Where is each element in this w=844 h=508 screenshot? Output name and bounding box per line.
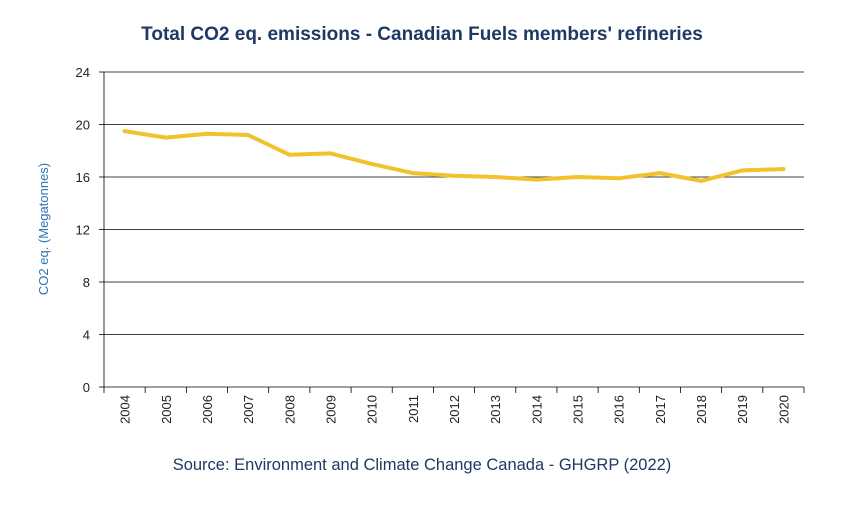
data-point	[122, 129, 127, 134]
data-point	[452, 173, 456, 178]
data-point	[410, 171, 415, 176]
data-point	[163, 135, 168, 140]
data-point	[657, 171, 662, 176]
gridlines	[104, 71, 804, 335]
data-point	[534, 177, 539, 182]
data-point	[328, 151, 333, 156]
y-tick-label: 4	[83, 328, 90, 343]
x-tick-labels: 2004 2005 2006 2007 2008 2009 2010 2011 2012 2013…	[118, 395, 792, 424]
x-tick-label: 2004	[118, 395, 133, 424]
axes	[99, 71, 805, 393]
x-tick-label: 2017	[653, 395, 668, 424]
y-tick-label: 16	[76, 170, 90, 185]
data-point	[781, 167, 786, 172]
data-point	[740, 168, 745, 173]
y-tick-label: 24	[76, 65, 90, 80]
x-tick-label: 2006	[200, 395, 215, 424]
x-tick-label: 2013	[488, 395, 503, 424]
y-tick-label: 8	[83, 275, 90, 290]
x-tick-label: 2005	[159, 395, 174, 424]
source-note: Source: Environment and Climate Change C…	[172, 456, 672, 474]
x-tick-label: 2016	[612, 395, 627, 424]
x-tick-label: 2008	[282, 395, 297, 424]
series-layer	[122, 129, 786, 183]
x-tick-label: 2009	[323, 395, 338, 424]
y-tick-labels: 0 4 8 12 16 20 24	[76, 65, 90, 395]
x-tick-label: 2011	[406, 395, 421, 423]
x-tick-label: 2019	[735, 395, 750, 424]
y-tick-label: 0	[83, 380, 90, 395]
data-point	[616, 176, 621, 181]
series-line	[122, 129, 786, 183]
data-point	[204, 131, 209, 136]
x-tick-label: 2020	[776, 395, 791, 424]
data-point	[493, 175, 498, 179]
data-point	[699, 178, 704, 183]
data-point	[287, 152, 292, 157]
x-tick-label: 2018	[694, 395, 709, 424]
x-tick-label: 2010	[365, 395, 380, 424]
x-tick-label: 2012	[447, 395, 462, 424]
chart-title: Total CO2 eq. emissions - Canadian Fuels…	[141, 24, 703, 45]
x-tick-label: 2015	[571, 395, 586, 424]
y-tick-label: 20	[76, 118, 90, 133]
x-tick-label: 2007	[241, 395, 256, 424]
data-point	[575, 175, 580, 179]
data-point	[369, 161, 374, 166]
y-tick-label: 12	[76, 223, 90, 238]
x-tick-label: 2014	[529, 395, 544, 424]
y-axis-label: CO2 eq. (Megatonnes)	[36, 163, 51, 295]
data-point	[246, 133, 251, 137]
